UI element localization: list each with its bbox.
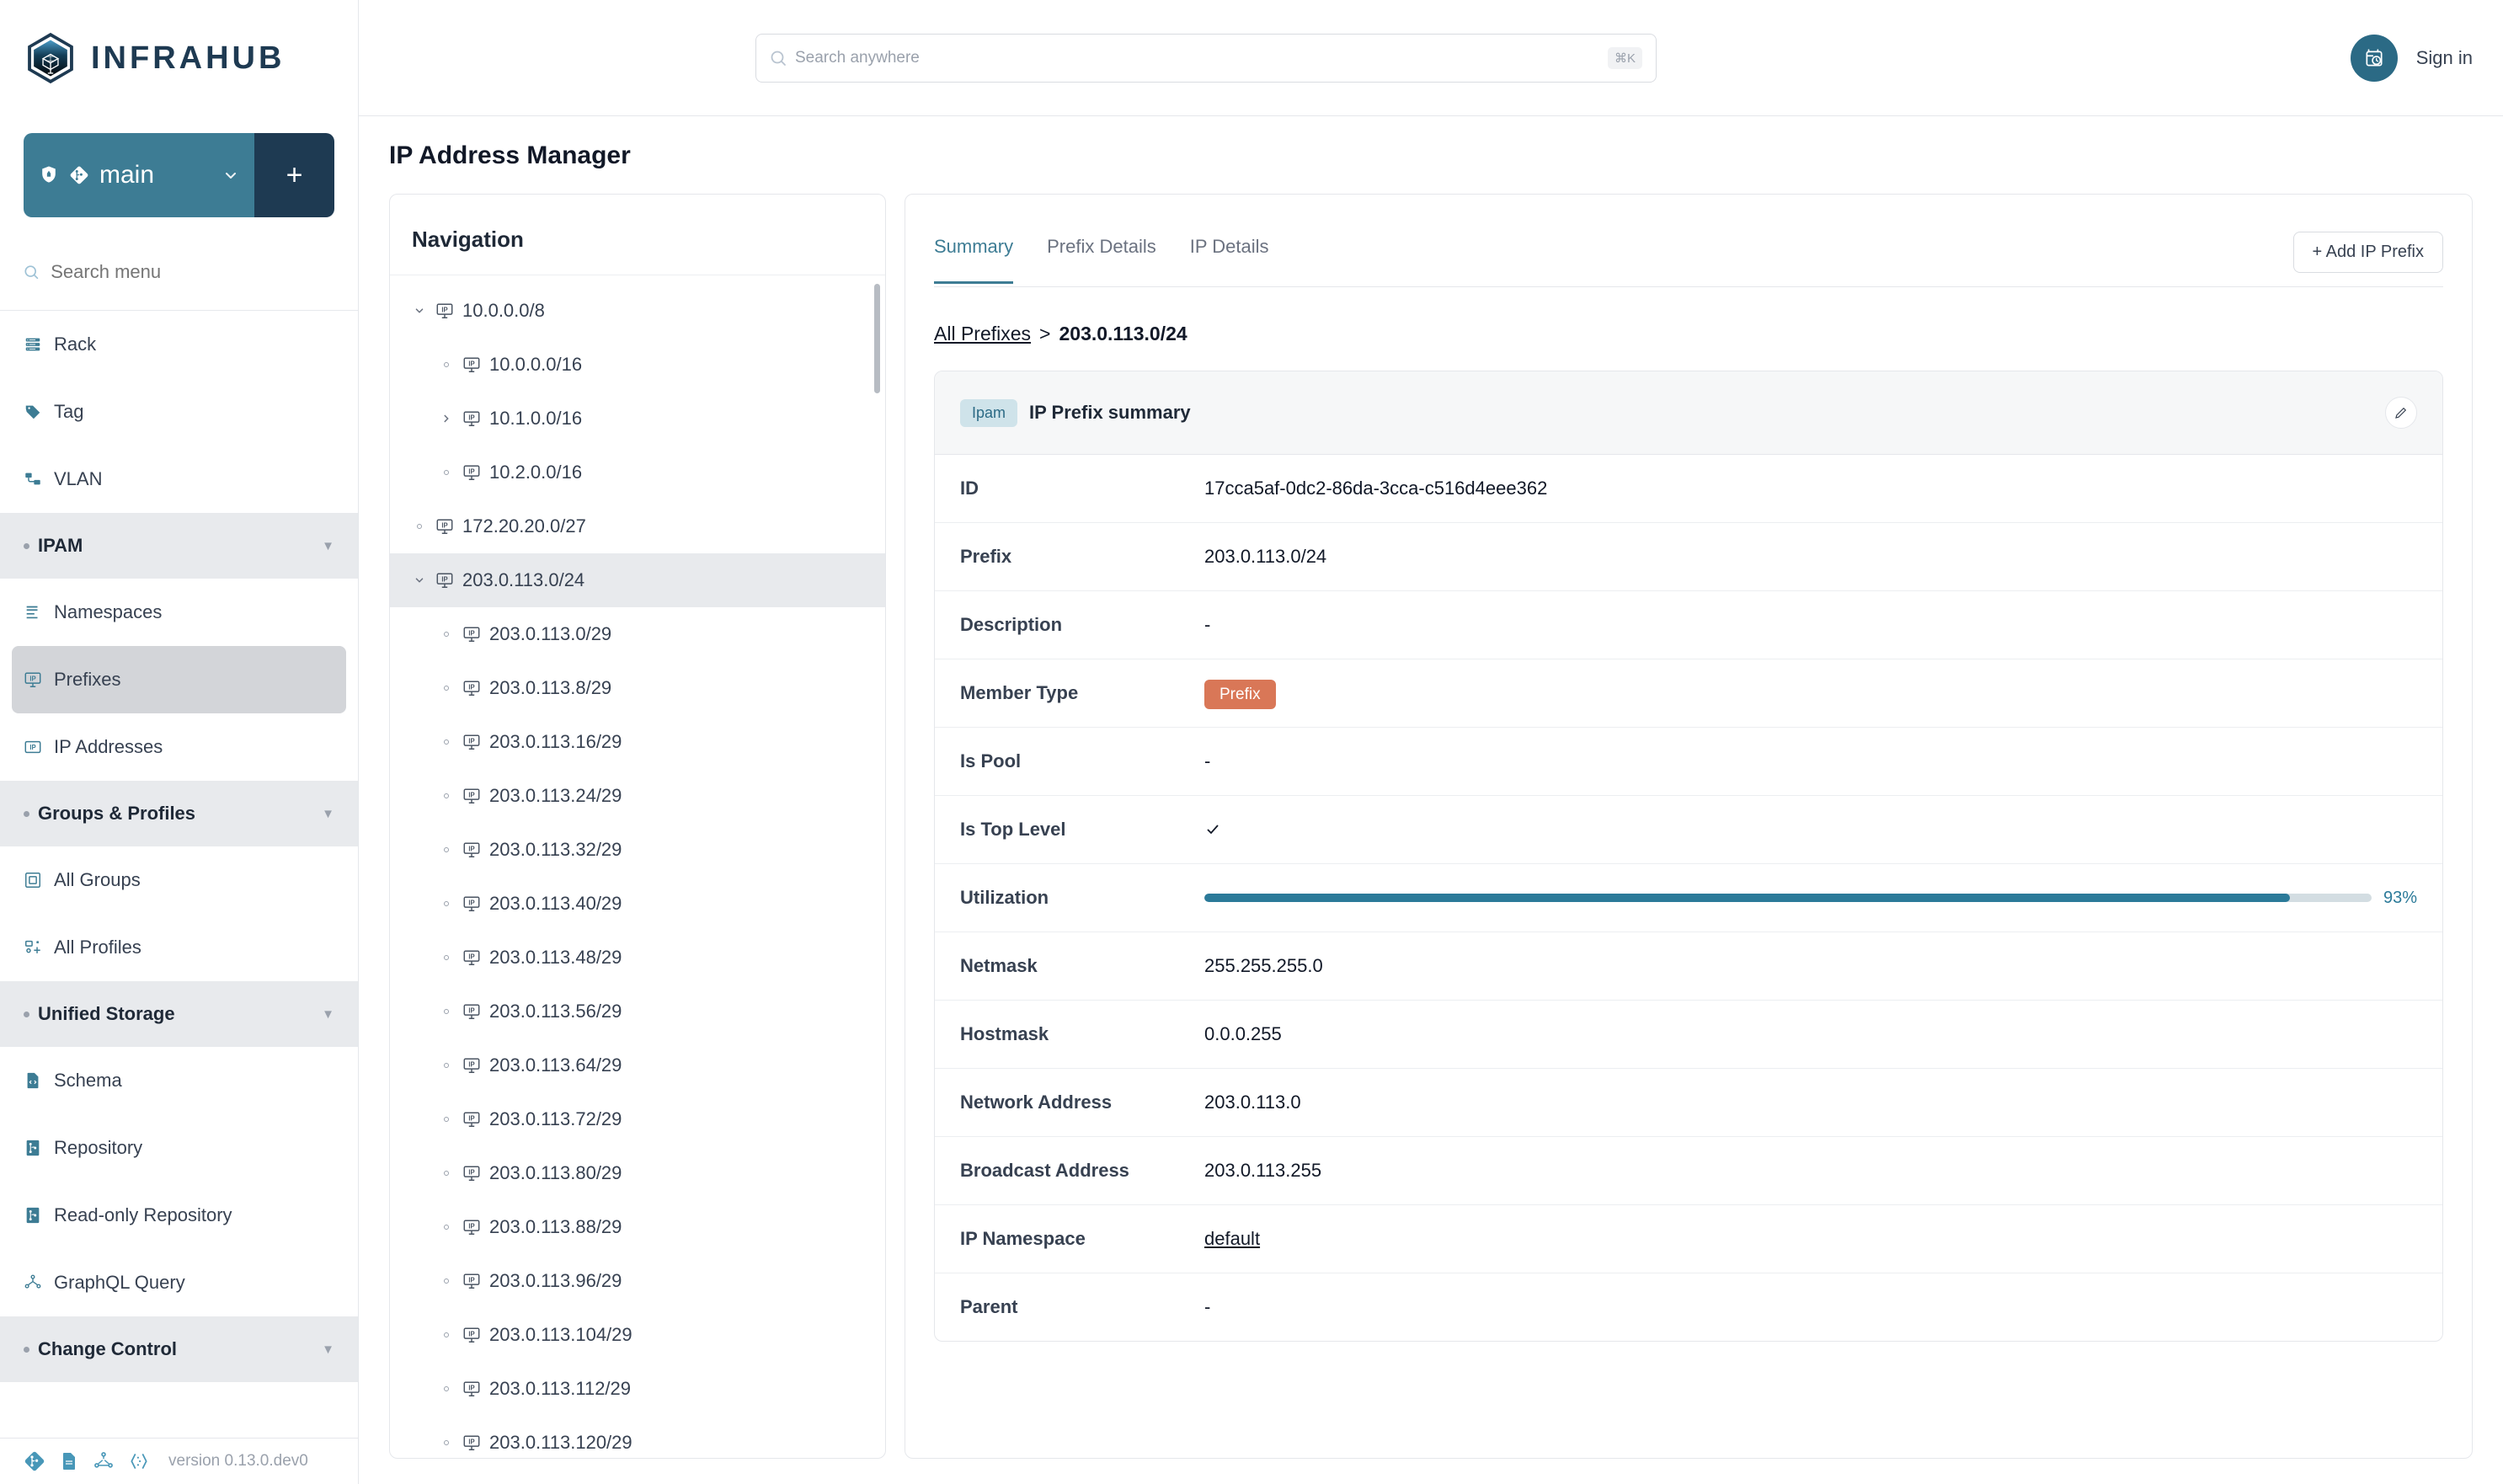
svg-text:IP: IP <box>468 1114 474 1122</box>
svg-text:IP: IP <box>468 1060 474 1068</box>
svg-text:IP: IP <box>468 629 474 637</box>
svg-text:IP: IP <box>441 521 447 529</box>
svg-text:IP: IP <box>29 675 35 682</box>
svg-text:IP: IP <box>468 791 474 798</box>
svg-text:IP: IP <box>468 845 474 852</box>
svg-text:IP: IP <box>468 1222 474 1230</box>
svg-text:IP: IP <box>468 737 474 745</box>
svg-text:IP: IP <box>441 575 447 583</box>
svg-text:IP: IP <box>468 899 474 906</box>
svg-text:IP: IP <box>441 306 447 313</box>
svg-text:IP: IP <box>468 414 474 421</box>
svg-text:IP: IP <box>468 953 474 960</box>
svg-text:IP: IP <box>468 1276 474 1284</box>
svg-text:IP: IP <box>468 360 474 367</box>
svg-text:IP: IP <box>29 744 35 751</box>
svg-text:IP: IP <box>468 1006 474 1014</box>
svg-text:IP: IP <box>468 1384 474 1391</box>
svg-text:IP: IP <box>468 683 474 691</box>
svg-text:IP: IP <box>468 1438 474 1445</box>
svg-text:IP: IP <box>468 1168 474 1176</box>
svg-text:IP: IP <box>468 467 474 475</box>
svg-text:IP: IP <box>468 1330 474 1337</box>
